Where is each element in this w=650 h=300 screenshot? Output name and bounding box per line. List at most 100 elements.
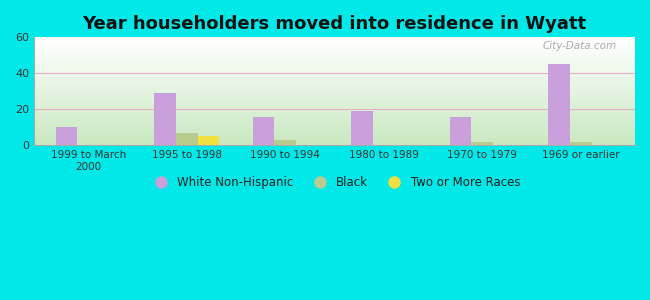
Bar (34, 89, 635, 90)
Bar (549, 64, 570, 146)
Bar (34, 44, 635, 45)
Bar (34, 62, 635, 63)
Bar (34, 108, 635, 109)
Bar (34, 145, 635, 146)
Bar (34, 136, 635, 137)
Bar (34, 43, 635, 44)
Bar (34, 131, 635, 132)
Bar (34, 69, 635, 70)
Bar (34, 79, 635, 80)
Bar (34, 49, 635, 50)
Bar (34, 107, 635, 108)
Bar (34, 140, 635, 141)
Bar (34, 57, 635, 58)
Bar (34, 53, 635, 54)
Bar (34, 143, 635, 144)
Bar (34, 68, 635, 69)
Bar (34, 67, 635, 68)
Bar (34, 55, 635, 56)
Bar (34, 39, 635, 40)
Bar (274, 140, 296, 145)
Bar (34, 130, 635, 131)
Bar (450, 117, 471, 146)
Bar (34, 117, 635, 118)
Legend: White Non-Hispanic, Black, Two or More Races: White Non-Hispanic, Black, Two or More R… (144, 171, 525, 194)
Title: Year householders moved into residence in Wyatt: Year householders moved into residence i… (83, 15, 586, 33)
Bar (34, 103, 635, 104)
Bar (253, 117, 274, 146)
Bar (34, 96, 635, 97)
Bar (34, 116, 635, 117)
Bar (34, 128, 635, 129)
Bar (34, 132, 635, 133)
Bar (34, 59, 635, 60)
Bar (34, 82, 635, 83)
Bar (34, 99, 635, 100)
Bar (34, 92, 635, 93)
Bar (34, 84, 635, 85)
Bar (34, 95, 635, 96)
Bar (34, 65, 635, 66)
Bar (34, 101, 635, 102)
Bar (34, 85, 635, 86)
Bar (34, 129, 635, 130)
Bar (34, 41, 635, 42)
Bar (34, 77, 635, 78)
Bar (471, 142, 493, 146)
Bar (34, 123, 635, 124)
Bar (34, 137, 635, 138)
Bar (34, 58, 635, 59)
Bar (34, 42, 635, 43)
Bar (176, 133, 198, 146)
Bar (34, 105, 635, 106)
Bar (34, 51, 635, 52)
Bar (34, 48, 635, 49)
Bar (34, 37, 635, 38)
Bar (34, 141, 635, 142)
Bar (34, 80, 635, 81)
Bar (34, 135, 635, 136)
Bar (34, 139, 635, 140)
Bar (34, 109, 635, 110)
Bar (56, 128, 77, 146)
Bar (34, 83, 635, 84)
Bar (34, 106, 635, 107)
Bar (34, 38, 635, 39)
Bar (34, 50, 635, 51)
Bar (34, 93, 635, 94)
Bar (34, 144, 635, 145)
Bar (34, 120, 635, 121)
Bar (34, 40, 635, 41)
Bar (34, 119, 635, 120)
Bar (34, 64, 635, 65)
Bar (34, 46, 635, 47)
Bar (34, 102, 635, 103)
Bar (34, 45, 635, 46)
Bar (34, 126, 635, 127)
Bar (34, 125, 635, 126)
Bar (34, 111, 635, 112)
Bar (34, 54, 635, 55)
Bar (34, 74, 635, 75)
Bar (570, 142, 592, 146)
Bar (34, 113, 635, 114)
Bar (34, 121, 635, 122)
Bar (34, 56, 635, 57)
Text: City-Data.com: City-Data.com (543, 40, 617, 51)
Bar (34, 66, 635, 67)
Bar (34, 47, 635, 48)
Bar (34, 88, 635, 89)
Bar (34, 61, 635, 62)
Bar (34, 98, 635, 99)
Bar (34, 138, 635, 139)
Bar (34, 76, 635, 77)
Bar (34, 94, 635, 95)
Bar (34, 114, 635, 115)
Bar (34, 118, 635, 119)
Bar (34, 81, 635, 82)
Bar (154, 93, 176, 146)
Bar (34, 100, 635, 101)
Bar (34, 104, 635, 105)
Bar (34, 90, 635, 91)
Bar (34, 97, 635, 98)
